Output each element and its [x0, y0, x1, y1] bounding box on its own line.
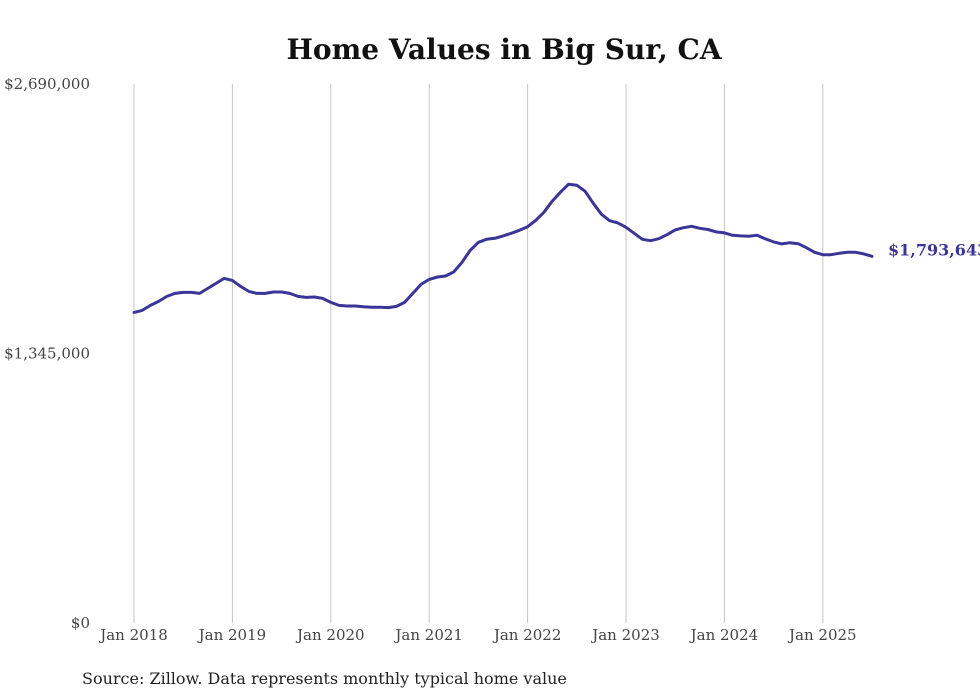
- x-tick-label: Jan 2025: [787, 626, 857, 644]
- series-layer: [132, 182, 874, 314]
- y-axis-tick-labels: $0 $1,345,000 $2,690,000: [4, 75, 90, 632]
- chart-title: Home Values in Big Sur, CA: [286, 33, 722, 66]
- x-tick-label: Jan 2019: [197, 626, 267, 644]
- x-tick-label: Jan 2023: [590, 626, 660, 644]
- y-tick-label: $2,690,000: [4, 75, 90, 93]
- y-tick-label: $0: [71, 614, 90, 632]
- vertical-grid: [133, 84, 824, 623]
- x-tick-label: Jan 2020: [295, 626, 365, 644]
- x-tick-label: Jan 2022: [492, 626, 562, 644]
- y-tick-label: $1,345,000: [4, 345, 90, 363]
- x-tick-label: Jan 2021: [393, 626, 463, 644]
- x-axis-tick-labels: Jan 2018 Jan 2019 Jan 2020 Jan 2021 Jan 2022…: [98, 626, 856, 644]
- last-value-label: $1,793,643: [888, 240, 980, 259]
- x-tick-label: Jan 2024: [689, 626, 759, 644]
- home-value-line: [132, 182, 874, 314]
- source-note: Source: Zillow. Data represents monthly …: [82, 669, 567, 688]
- x-tick-label: Jan 2018: [98, 626, 168, 644]
